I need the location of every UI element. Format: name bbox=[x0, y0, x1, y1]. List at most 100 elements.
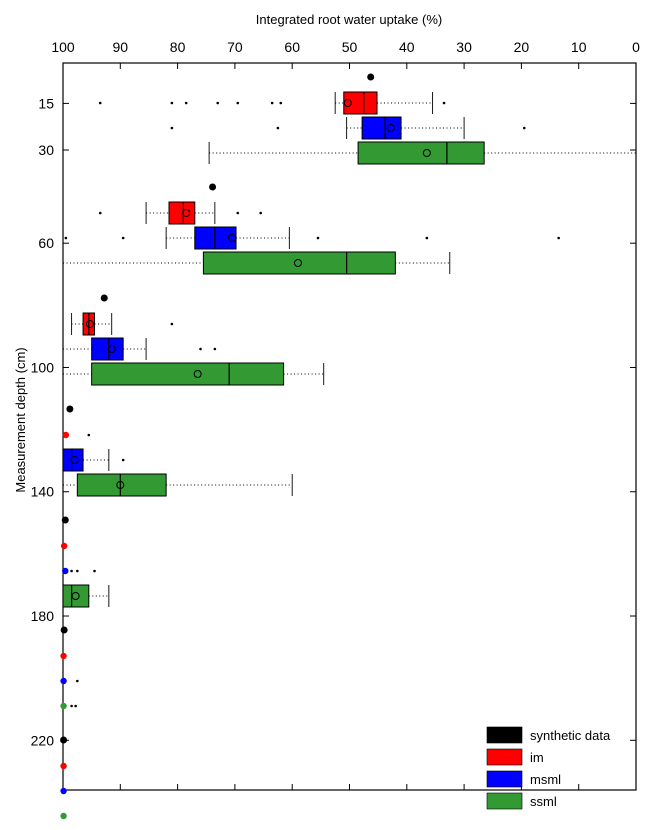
plot-frame bbox=[62, 62, 637, 791]
outlier-point bbox=[279, 101, 283, 105]
synthetic-data-point bbox=[60, 736, 68, 744]
mean-marker bbox=[293, 259, 302, 267]
synthetic-data-point bbox=[100, 294, 108, 302]
im-box bbox=[168, 201, 196, 225]
legend-label: im bbox=[530, 750, 544, 765]
im-marker bbox=[60, 762, 67, 770]
im-marker bbox=[60, 542, 68, 550]
synthetic-data-point bbox=[209, 183, 217, 191]
legend-label: synthetic data bbox=[530, 728, 611, 743]
outlier-point bbox=[98, 211, 102, 215]
outlier-point bbox=[425, 236, 429, 240]
outlier-point bbox=[87, 433, 91, 437]
legend-label: msml bbox=[530, 772, 561, 787]
ssml-box bbox=[357, 141, 485, 165]
y-tick-label: 140 bbox=[31, 484, 55, 500]
ssml-box bbox=[76, 473, 167, 497]
outlier-point bbox=[70, 569, 73, 573]
msml-marker bbox=[60, 787, 67, 795]
x-tick-label: 50 bbox=[342, 39, 358, 55]
outlier-point bbox=[93, 569, 96, 573]
outlier-point bbox=[259, 211, 262, 215]
synthetic-data-point bbox=[66, 405, 74, 413]
outlier-point bbox=[64, 236, 68, 240]
legend-swatch bbox=[486, 726, 523, 744]
outlier-point bbox=[170, 126, 174, 130]
synthetic-data-point bbox=[61, 516, 69, 524]
msml-marker bbox=[60, 677, 67, 685]
outlier-point bbox=[121, 236, 125, 240]
x-tick-label: 100 bbox=[51, 39, 75, 55]
mean-marker bbox=[116, 481, 125, 489]
x-tick-label: 0 bbox=[632, 39, 640, 55]
outlier-point bbox=[70, 704, 73, 708]
x-tick-label: 60 bbox=[284, 39, 300, 55]
outlier-point bbox=[236, 101, 240, 105]
outlier-point bbox=[216, 101, 220, 105]
ssml-marker bbox=[60, 812, 67, 820]
x-tick-label: 70 bbox=[227, 39, 243, 55]
x-axis-title: Integrated root water uptake (%) bbox=[256, 12, 442, 27]
mean-marker bbox=[107, 345, 116, 353]
im-box bbox=[343, 91, 378, 115]
outlier-point bbox=[522, 126, 526, 130]
x-tick-label: 20 bbox=[514, 39, 530, 55]
mean-marker bbox=[85, 320, 94, 328]
x-tick-label: 10 bbox=[571, 39, 587, 55]
im-marker bbox=[62, 431, 70, 439]
y-tick-label: 220 bbox=[31, 732, 55, 748]
mean-marker bbox=[422, 149, 431, 157]
x-tick-label: 80 bbox=[170, 39, 186, 55]
ssml-marker bbox=[60, 702, 67, 710]
outlier-point bbox=[170, 101, 174, 105]
outlier-point bbox=[236, 211, 240, 215]
outlier-point bbox=[184, 101, 188, 105]
synthetic-data-point bbox=[60, 626, 68, 634]
outlier-point bbox=[98, 101, 102, 105]
outlier-point bbox=[199, 347, 202, 351]
y-tick-label: 100 bbox=[31, 359, 55, 375]
outlier-point bbox=[213, 347, 217, 351]
mean-marker bbox=[228, 234, 237, 242]
mean-marker bbox=[71, 592, 80, 600]
y-axis-title: Measurement depth (cm) bbox=[13, 347, 28, 492]
legend-swatch bbox=[486, 748, 523, 766]
x-tick-label: 30 bbox=[456, 39, 472, 55]
msml-box bbox=[361, 116, 402, 140]
x-tick-label: 90 bbox=[113, 39, 129, 55]
synthetic-data-point bbox=[367, 73, 375, 81]
msml-box bbox=[62, 448, 84, 472]
legend-label: ssml bbox=[530, 794, 557, 809]
ssml-box bbox=[202, 251, 396, 275]
legend: synthetic data im msml ssml bbox=[486, 726, 611, 810]
y-tick-label: 30 bbox=[38, 142, 54, 158]
y-tick-label: 60 bbox=[38, 235, 54, 251]
ssml-box bbox=[62, 584, 90, 608]
mean-marker bbox=[182, 209, 191, 217]
outlier-point bbox=[170, 322, 174, 326]
mean-marker bbox=[193, 370, 202, 378]
outlier-point bbox=[442, 101, 446, 105]
outlier-point bbox=[276, 126, 280, 130]
legend-swatch bbox=[486, 770, 523, 788]
y-tick-label: 15 bbox=[38, 95, 54, 111]
outlier-point bbox=[270, 101, 274, 105]
x-tick-label: 40 bbox=[399, 39, 415, 55]
msml-box bbox=[91, 337, 124, 361]
outlier-point bbox=[316, 236, 320, 240]
y-tick-label: 180 bbox=[31, 608, 55, 624]
outlier-point bbox=[557, 236, 560, 240]
ssml-box bbox=[91, 362, 285, 386]
mean-marker bbox=[343, 99, 352, 107]
mean-marker bbox=[386, 124, 395, 132]
mean-marker bbox=[70, 456, 79, 464]
outlier-point bbox=[76, 569, 79, 573]
outlier-point bbox=[74, 704, 77, 708]
legend-swatch bbox=[486, 792, 523, 810]
im-marker bbox=[60, 652, 67, 660]
msml-marker bbox=[62, 567, 69, 575]
outlier-point bbox=[121, 458, 125, 462]
outlier-point bbox=[76, 679, 79, 683]
